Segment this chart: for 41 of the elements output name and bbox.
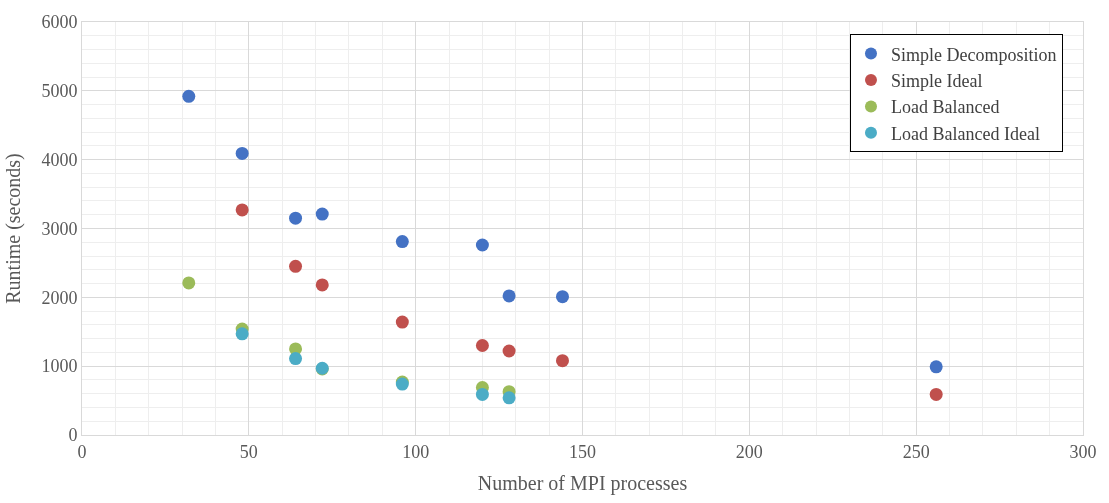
legend-label: Load Balanced Ideal (890, 123, 1040, 144)
point (929, 360, 943, 374)
point (315, 278, 329, 292)
x-tick-label: 50 (239, 441, 258, 462)
x-axis-title: Number of MPI processes (477, 472, 688, 496)
legend-label: Simple Decomposition (890, 44, 1057, 65)
point (502, 289, 516, 303)
point (289, 259, 303, 273)
x-tick-label: 300 (1069, 441, 1097, 462)
point (235, 327, 249, 341)
point (929, 387, 943, 401)
y-tick-label: 3000 (41, 218, 78, 239)
point (555, 354, 569, 368)
point (395, 315, 409, 329)
y-tick-label: 4000 (41, 149, 78, 170)
point (475, 387, 489, 401)
point (395, 235, 409, 249)
point (182, 89, 196, 103)
point (235, 203, 249, 217)
point (289, 211, 303, 225)
y-tick-label: 2000 (41, 287, 78, 308)
x-tick-label: 200 (735, 441, 763, 462)
x-tick-label: 150 (569, 441, 596, 462)
y-tick-label: 5000 (41, 81, 78, 102)
point (235, 146, 249, 160)
legend-label: Load Balanced (890, 97, 1000, 118)
point (182, 276, 196, 290)
point (502, 344, 516, 358)
x-tick-label: 250 (902, 441, 930, 462)
x-tick-label: 100 (402, 441, 430, 462)
point (555, 290, 569, 304)
y-axis-title: Runtime (seconds) (1, 153, 25, 304)
point (289, 352, 303, 366)
point (475, 238, 489, 252)
point (315, 207, 329, 221)
y-tick-label: 1000 (41, 356, 78, 377)
point (502, 391, 516, 405)
y-tick-label: 6000 (41, 12, 78, 33)
legend-label: Simple Ideal (890, 71, 983, 92)
y-tick-label: 0 (68, 425, 78, 446)
point (475, 339, 489, 353)
